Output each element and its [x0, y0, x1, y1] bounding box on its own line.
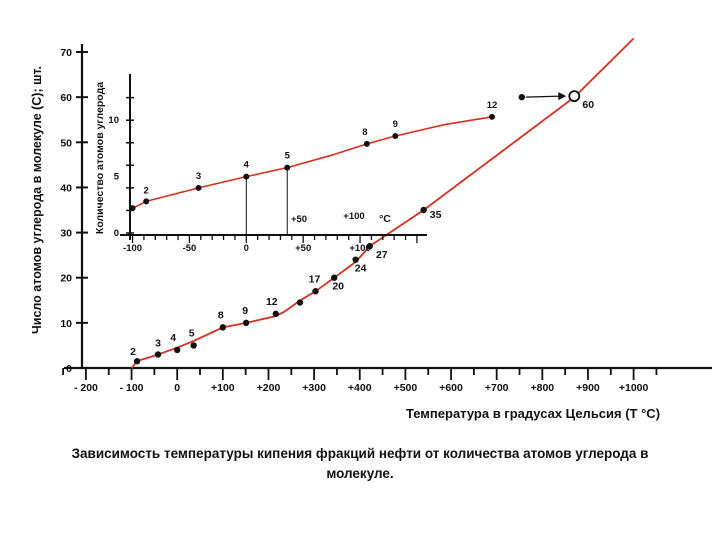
main-data-point — [190, 342, 197, 349]
main-y-axis-label: Число атомов углерода в молекуле (С); шт… — [30, 66, 44, 334]
main-y-tick-label: 50 — [60, 137, 72, 149]
main-data-point — [366, 242, 374, 250]
inset-data-point — [363, 140, 370, 147]
inset-y-axis-label: Количество атомов углерода — [94, 82, 106, 234]
main-x-tick-label: - 100 — [120, 382, 144, 394]
main-y-tick-label: 40 — [60, 182, 72, 194]
main-point-label: 17 — [309, 273, 321, 285]
main-x-tick-label: +600 — [439, 382, 463, 394]
inset-point-label: 12 — [487, 100, 498, 111]
main-x-tick-label: +400 — [348, 382, 372, 394]
main-point-label: 4 — [170, 332, 176, 344]
inset-y-tick-label: 5 — [114, 172, 120, 183]
inset-point-label: 4 — [244, 160, 250, 171]
main-y-tick-label: 30 — [60, 228, 72, 240]
main-data-point — [219, 324, 227, 331]
figure-caption: Зависимость температуры кипения фракций … — [71, 446, 649, 481]
main-x-tick-label: +900 — [576, 382, 600, 394]
inset-series-line — [132, 116, 493, 209]
main-y-tick-label: 0 — [66, 363, 72, 375]
inset-data-point — [129, 205, 136, 212]
main-data-point — [242, 319, 250, 327]
main-data-point — [296, 299, 304, 306]
inset-point-label: 2 — [144, 185, 149, 196]
main-point-label: 3 — [155, 337, 161, 349]
inset-data-point — [143, 198, 150, 205]
inset-axes: 0 5 10 -100 -50 0 +50 +100 +50 +100 — [108, 74, 427, 254]
main-x-tick-label: +800 — [530, 382, 554, 394]
main-x-tick-label: - 200 — [74, 382, 98, 394]
inset-guide-label: +50 — [291, 214, 307, 225]
inset-point-label: 5 — [285, 151, 291, 162]
main-point-label: 8 — [218, 309, 224, 321]
main-data-point — [352, 256, 359, 263]
arrow-head — [558, 92, 567, 101]
main-point-label: 2 — [130, 346, 136, 358]
main-x-tick-label: 0 — [174, 382, 180, 394]
main-point-label: 60 — [582, 99, 594, 111]
inset-data-point — [392, 132, 399, 139]
inset-point-label: 8 — [362, 127, 367, 138]
main-curve — [130, 37, 635, 369]
main-data-point — [272, 310, 279, 318]
main-data-point — [174, 346, 181, 354]
inset-data-point — [243, 173, 250, 180]
main-y-tick-label: 60 — [60, 92, 72, 104]
main-y-tick-label: 10 — [60, 318, 72, 330]
main-series-line — [130, 37, 635, 369]
main-x-tick-label: +500 — [394, 382, 418, 394]
main-point-label: 24 — [355, 263, 367, 275]
inset-x-axis-label: °C — [379, 213, 391, 225]
main-x-tick-label: +300 — [302, 382, 326, 394]
inset-points: 2 3 4 5 8 9 12 — [129, 100, 498, 212]
main-data-point — [154, 351, 162, 358]
inset-data-point — [284, 164, 291, 171]
inset-curve — [132, 116, 493, 209]
inset-x-tick-label: +100 — [349, 243, 370, 254]
main-data-point — [312, 288, 319, 295]
inset-x-tick-label: 0 — [244, 243, 249, 254]
inset-x-tick-label: +50 — [295, 243, 311, 254]
main-point-label: 12 — [266, 296, 278, 308]
main-point-label: 35 — [430, 209, 442, 221]
open-circle-point — [568, 90, 581, 103]
inset-y-tick-label: 10 — [108, 115, 119, 126]
main-x-axis-label: Температура в градусах Цельсия (T °C) — [406, 406, 660, 421]
main-x-tick-label: +200 — [257, 382, 281, 394]
main-x-tick-label: +1000 — [619, 382, 649, 394]
main-data-point — [133, 358, 141, 365]
inset-x-tick-label: -50 — [183, 243, 197, 254]
main-data-point — [331, 274, 338, 281]
inset-guide-label: +100 — [343, 211, 364, 222]
main-point-label: 9 — [242, 305, 248, 317]
main-data-point — [420, 206, 427, 214]
main-data-point — [518, 93, 525, 101]
inset-y-tick-label: 0 — [114, 228, 119, 239]
inset-point-label: 9 — [393, 119, 398, 130]
main-point-label: 20 — [332, 281, 344, 293]
main-point-label: 5 — [189, 327, 195, 339]
inset-point-label: 3 — [196, 171, 201, 182]
inset-data-point — [489, 113, 495, 120]
main-x-tick-label: +700 — [485, 382, 509, 394]
main-point-label: 27 — [376, 249, 388, 261]
arrow-line — [525, 95, 562, 98]
main-y-tick-label: 70 — [60, 47, 72, 59]
main-x-tick-label: +100 — [211, 382, 235, 394]
main-y-tick-label: 20 — [60, 273, 72, 285]
inset-data-point — [195, 184, 202, 191]
inset-x-tick-label: -100 — [123, 243, 142, 254]
